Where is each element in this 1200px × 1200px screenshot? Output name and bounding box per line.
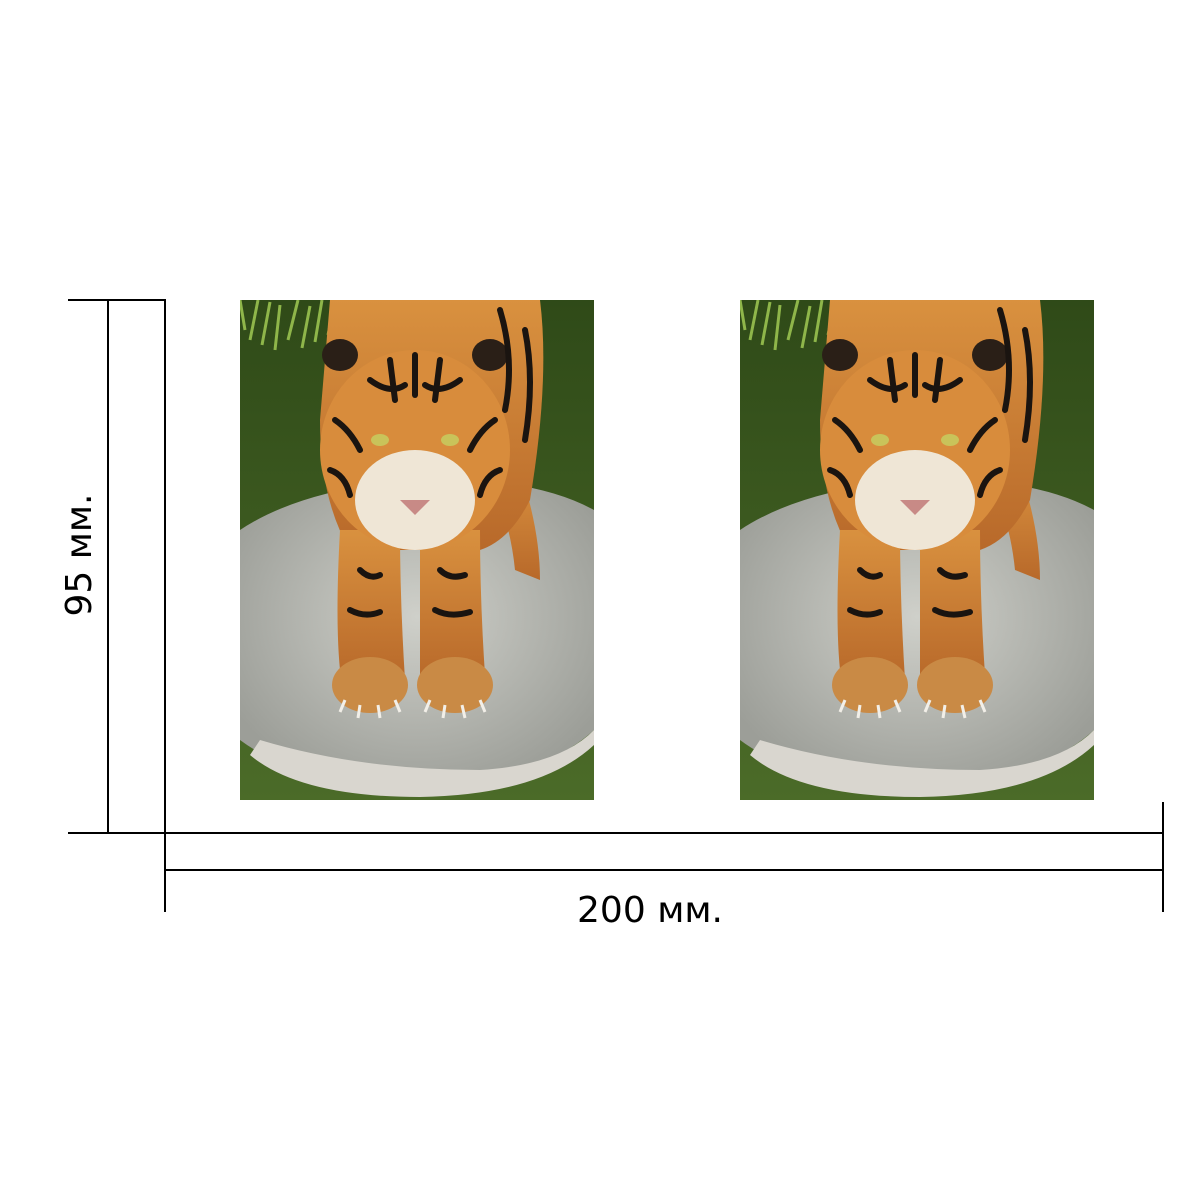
height-dimension-line-inner	[164, 300, 166, 834]
width-dimension-right-tick	[1162, 802, 1164, 912]
tiger-image	[740, 300, 1094, 800]
height-dimension-line-outer	[107, 300, 109, 834]
width-dimension-left-tick	[164, 802, 166, 912]
tiger-photo-right	[740, 300, 1094, 800]
tiger-image	[240, 300, 594, 800]
width-dimension-line-bottom	[165, 869, 1163, 871]
tiger-photo-left	[240, 300, 594, 800]
width-label: 200 мм.	[577, 890, 723, 931]
height-dimension-top-tick	[68, 299, 166, 301]
height-dimension-bottom-tick	[68, 832, 166, 834]
width-dimension-line-top	[165, 832, 1163, 834]
height-label: 95 мм.	[59, 493, 100, 617]
